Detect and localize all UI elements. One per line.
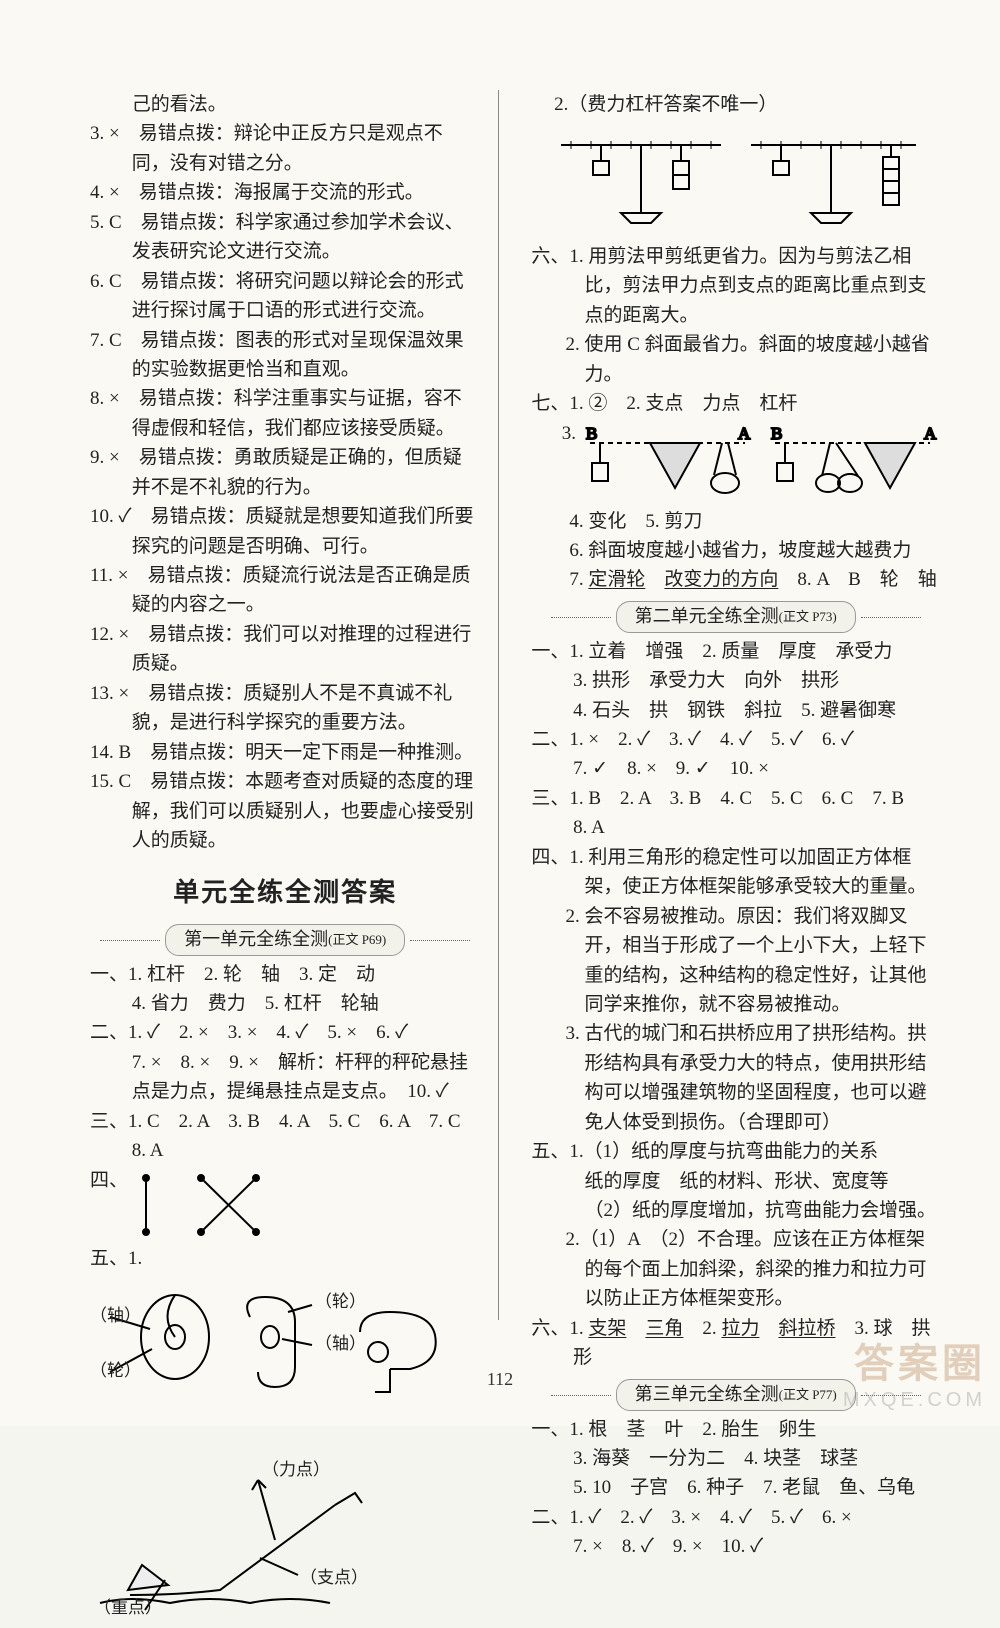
left-column: 己的看法。 3. × 易错点拨：辩论中正反方只是观点不同，没有对错之分。 4. … bbox=[90, 90, 499, 1320]
answer-line: 五、1.（1）纸的厚度与抗弯曲能力的关系 bbox=[531, 1137, 940, 1166]
answer-line: 8. A bbox=[531, 813, 940, 842]
answer-line: 7. × 8. ✓ 9. × 10. ✓ bbox=[531, 1532, 940, 1561]
answer-line: 8. A bbox=[90, 1136, 480, 1165]
unit1-label: 第一单元全练全测(正文 P69) bbox=[165, 924, 405, 956]
answer-line: 7. × 8. × 9. × 解析：杆秤的秤砣悬挂点是力点，提绳悬挂点是支点。 … bbox=[90, 1048, 480, 1107]
answer-line: 三、1. C 2. A 3. B 4. A 5. C 6. A 7. C bbox=[90, 1107, 480, 1136]
unit1-text: 第一单元全练全测 bbox=[184, 929, 328, 949]
answer-line: 2. 使用 C 斜面最省力。斜面的坡度越小越省力。 bbox=[531, 330, 940, 389]
answer-item: 11. × 易错点拨：质疑流行说法是否正确是质疑的内容之一。 bbox=[90, 561, 480, 620]
svg-text:B: B bbox=[771, 424, 782, 443]
answer-item: 9. × 易错点拨：勇敢质疑是正确的，但质疑并不是不礼貌的行为。 bbox=[90, 443, 480, 502]
right-column: 2.（费力杠杆答案不唯一） bbox=[519, 90, 940, 1320]
answer-line: 3. 拱形 承受力大 向外 拱形 bbox=[531, 666, 940, 695]
answer-line: （2）纸的厚度增加，抗弯曲能力会增强。 bbox=[531, 1196, 940, 1225]
fig-label-load: （重点） bbox=[94, 1598, 162, 1615]
answer-line: 6. 斜面坡度越小越省力，坡度越大越费力 bbox=[531, 536, 940, 565]
svg-text:A: A bbox=[924, 424, 937, 443]
balance-lever-diagram bbox=[531, 123, 931, 228]
answer-item: 10. ✓ 易错点拨：质疑就是想要知道我们所要探究的问题是否明确、可行。 bbox=[90, 502, 480, 561]
answer-item: 14. B 易错点拨：明天一定下雨是一种推测。 bbox=[90, 738, 480, 767]
answer-line: 二、1. × 2. ✓ 3. ✓ 4. ✓ 5. ✓ 6. ✓ bbox=[531, 725, 940, 754]
answer-item: 6. C 易错点拨：将研究问题以辩论会的形式进行探讨属于口语的形式进行交流。 bbox=[90, 267, 480, 326]
unit1-heading: 第一单元全练全测(正文 P69) bbox=[90, 924, 480, 956]
answer-item: 12. × 易错点拨：我们可以对推理的过程进行质疑。 bbox=[90, 620, 480, 679]
answer-line: 4. 变化 5. 剪刀 bbox=[531, 507, 940, 536]
answer-line: 7. 定滑轮 改变力的方向 8. A B 轮 轴 bbox=[531, 565, 940, 594]
underlined-text: 定滑轮 bbox=[588, 569, 645, 590]
unit2-text: 第二单元全练全测 bbox=[635, 606, 779, 626]
answer-item: 5. C 易错点拨：科学家通过参加学术会议、发表研究论文进行交流。 bbox=[90, 208, 480, 267]
answer-line: 5. 10 子宫 6. 种子 7. 老鼠 鱼、乌龟 bbox=[531, 1473, 940, 1502]
answer-line: 四、1. 利用三角形的稳定性可以加固正方体框架，使正方体框架能够承受较大的重量。 bbox=[531, 843, 940, 902]
fig-label-axle: （轴） bbox=[90, 1306, 141, 1325]
page: 己的看法。 3. × 易错点拨：辩论中正反方只是观点不同，没有对错之分。 4. … bbox=[0, 0, 1000, 1426]
unit2-page: (正文 P73) bbox=[779, 609, 837, 624]
matching-diagram bbox=[136, 1170, 266, 1240]
unit2-heading: 第二单元全练全测(正文 P73) bbox=[531, 601, 940, 633]
answer-line: 3. 海葵 一分为二 4. 块茎 球茎 bbox=[531, 1444, 940, 1473]
answer-line: 2.（费力杠杆答案不唯一） bbox=[531, 90, 940, 119]
answer-line: 一、1. 杠杆 2. 轮 轴 3. 定 动 bbox=[90, 960, 480, 989]
answer-line: 六、1. 用剪法甲剪纸更省力。因为与剪法乙相比，剪法甲力点到支点的距离比重点到支… bbox=[531, 242, 940, 330]
answer-line: 三、1. B 2. A 3. B 4. C 5. C 6. C 7. B bbox=[531, 784, 940, 813]
text-line: 己的看法。 bbox=[90, 90, 480, 119]
answer-line: 4. 石头 拱 钢铁 斜拉 5. 避暑御寒 bbox=[531, 696, 940, 725]
answer-line: 二、1. ✓ 2. ✓ 3. × 4. ✓ 5. ✓ 6. × bbox=[531, 1503, 940, 1532]
answer-line: 一、1. 根 茎 叶 2. 胎生 卵生 bbox=[531, 1415, 940, 1444]
lever-crowbar-diagram: （力点） （重点） （支点） bbox=[90, 1445, 420, 1615]
unit2-label: 第二单元全练全测(正文 P73) bbox=[616, 601, 856, 633]
underlined-text: 改变力的方向 bbox=[664, 569, 778, 590]
fig-label-wheel: （轮） bbox=[315, 1292, 366, 1311]
answer-item: 4. × 易错点拨：海报属于交流的形式。 bbox=[90, 178, 480, 207]
unit1-page: (正文 P69) bbox=[328, 932, 386, 947]
dual-lever-diagram: B A O B A O bbox=[580, 423, 940, 503]
answer-line: 纸的厚度 纸的材料、形状、宽度等 bbox=[531, 1167, 940, 1196]
answer-item: 7. C 易错点拨：图表的形式对呈现保温效果的实验数据更恰当和直观。 bbox=[90, 326, 480, 385]
answer-line: 4. 省力 费力 5. 杠杆 轮轴 bbox=[90, 989, 480, 1018]
two-column-layout: 己的看法。 3. × 易错点拨：辩论中正反方只是观点不同，没有对错之分。 4. … bbox=[90, 90, 940, 1320]
q4-label: 四、 bbox=[90, 1166, 128, 1195]
svg-text:A: A bbox=[738, 424, 751, 443]
svg-text:B: B bbox=[586, 424, 597, 443]
answer-line: 一、1. 立着 增强 2. 质量 厚度 承受力 bbox=[531, 637, 940, 666]
answer-line: 3. 古代的城门和石拱桥应用了拱形结构。拱形结构具有承受力大的特点，使用拱形结构… bbox=[531, 1019, 940, 1137]
answer-line: 二、1. ✓ 2. × 3. × 4. ✓ 5. × 6. ✓ bbox=[90, 1018, 480, 1047]
answer-line: 七、1. ② 2. 支点 力点 杠杆 bbox=[531, 389, 940, 418]
watermark-url: MXQE.COM bbox=[843, 1389, 986, 1412]
watermark: 答案圈 MXQE.COM bbox=[843, 1331, 986, 1412]
watermark-text: 答案圈 bbox=[843, 1331, 986, 1389]
answer-item: 8. × 易错点拨：科学注重事实与证据，容不得虚假和轻信，我们都应该接受质疑。 bbox=[90, 384, 480, 443]
answer-item: 13. × 易错点拨：质疑别人不是不真诚不礼貌，是进行科学探究的重要方法。 bbox=[90, 679, 480, 738]
answer-item: 3. × 易错点拨：辩论中正反方只是观点不同，没有对错之分。 bbox=[90, 119, 480, 178]
wheel-axle-diagram: （轴） （轮） （轮） （轴） bbox=[90, 1277, 470, 1427]
fig-label-axle: （轴） bbox=[315, 1334, 366, 1353]
answer-item: 15. C 易错点拨：本题考查对质疑的态度的理解，我们可以质疑别人，也要虚心接受… bbox=[90, 767, 480, 855]
answer-line: 2.（1）A （2）不合理。应该在正方体框架的每个面上加斜梁，斜梁的推力和拉力可… bbox=[531, 1225, 940, 1313]
fig-label-force: （力点） bbox=[262, 1460, 330, 1479]
answer-line: 2. 会不容易被推动。原因：我们将双脚叉开，相当于形成了一个上小下大，上轻下重的… bbox=[531, 902, 940, 1020]
q7-3-label: 3. bbox=[562, 419, 576, 448]
q5-label: 五、1. bbox=[90, 1244, 480, 1273]
fig-label-fulcrum: （支点） bbox=[300, 1568, 368, 1587]
answer-line: 7. ✓ 8. × 9. ✓ 10. × bbox=[531, 754, 940, 783]
section-title: 单元全练全测答案 bbox=[90, 873, 480, 913]
